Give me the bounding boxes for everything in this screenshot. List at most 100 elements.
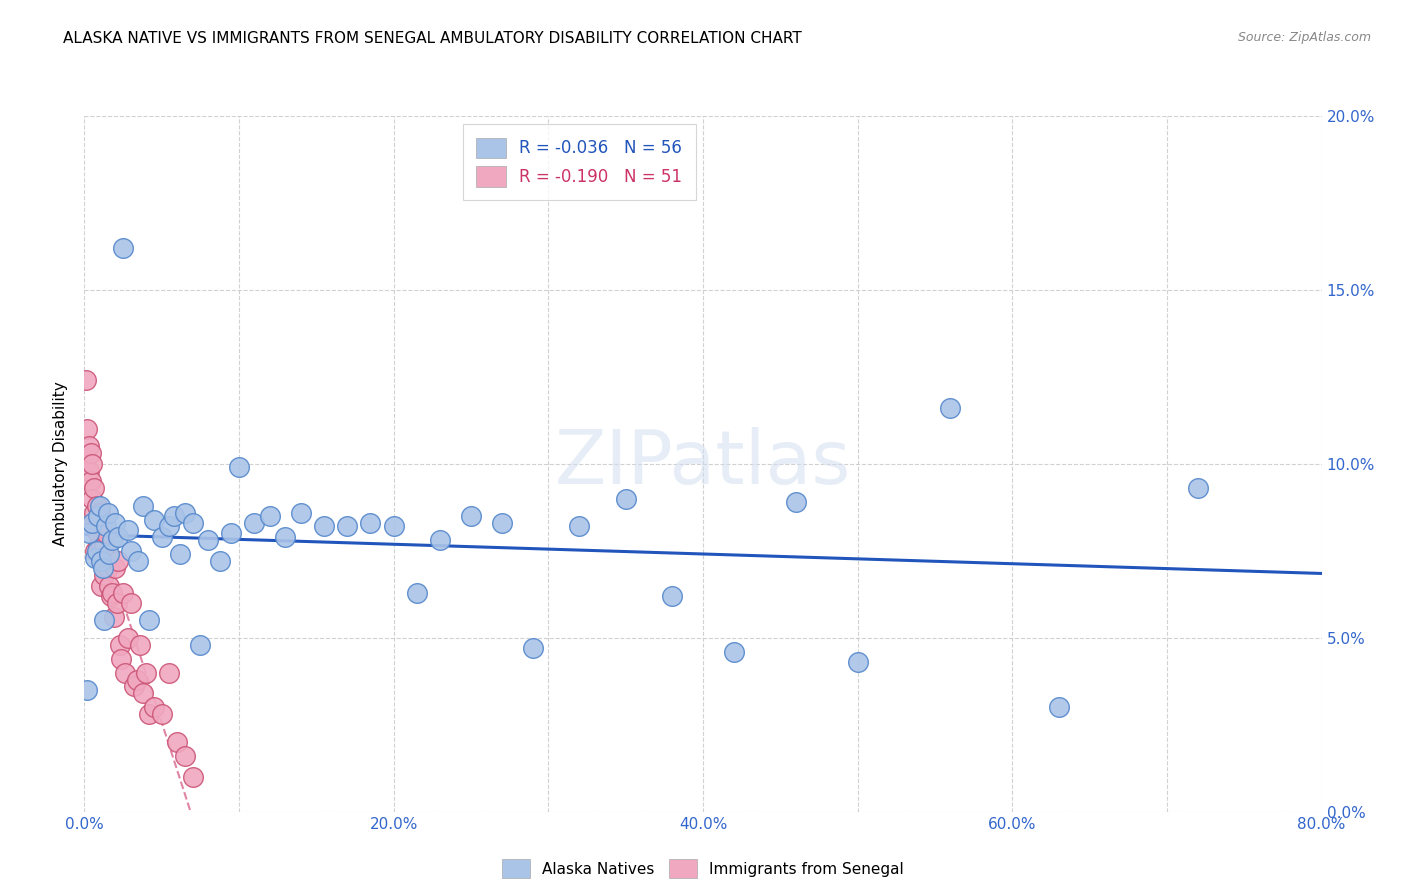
Point bbox=[614, 491, 637, 506]
Point bbox=[143, 512, 166, 526]
Point bbox=[79, 446, 101, 460]
Point bbox=[82, 516, 104, 530]
Point bbox=[150, 707, 173, 722]
Point bbox=[128, 554, 150, 568]
Point bbox=[77, 526, 100, 541]
Point bbox=[174, 749, 197, 764]
Point bbox=[84, 543, 107, 558]
Point bbox=[87, 526, 110, 541]
Text: ALASKA NATIVE VS IMMIGRANTS FROM SENEGAL AMBULATORY DISABILITY CORRELATION CHART: ALASKA NATIVE VS IMMIGRANTS FROM SENEGAL… bbox=[63, 31, 801, 46]
Point bbox=[107, 530, 129, 544]
Point bbox=[108, 638, 131, 652]
Point bbox=[197, 533, 219, 548]
Point bbox=[846, 655, 869, 669]
Point bbox=[76, 422, 98, 436]
Point bbox=[110, 651, 132, 665]
Point bbox=[101, 585, 124, 599]
Point bbox=[83, 481, 105, 495]
Point bbox=[100, 589, 122, 603]
Point bbox=[129, 638, 152, 652]
Point bbox=[150, 530, 173, 544]
Point bbox=[112, 585, 135, 599]
Text: Source: ZipAtlas.com: Source: ZipAtlas.com bbox=[1237, 31, 1371, 45]
Point bbox=[120, 543, 142, 558]
Point bbox=[181, 516, 204, 530]
Point bbox=[125, 673, 148, 687]
Point bbox=[117, 523, 139, 537]
Point bbox=[79, 474, 101, 488]
Point bbox=[274, 530, 297, 544]
Point bbox=[112, 241, 135, 255]
Point bbox=[135, 665, 157, 680]
Point bbox=[97, 561, 120, 575]
Point bbox=[143, 700, 166, 714]
Point bbox=[91, 516, 114, 530]
Point bbox=[91, 561, 114, 575]
Point bbox=[138, 614, 160, 628]
Point bbox=[93, 614, 115, 628]
Point bbox=[1187, 481, 1209, 495]
Point bbox=[87, 541, 110, 555]
Point bbox=[103, 610, 125, 624]
Point bbox=[107, 554, 129, 568]
Point bbox=[132, 499, 155, 513]
Point bbox=[221, 526, 243, 541]
Point bbox=[86, 543, 108, 558]
Point bbox=[77, 464, 100, 478]
Point bbox=[90, 554, 112, 568]
Point bbox=[166, 735, 188, 749]
Point bbox=[243, 516, 266, 530]
Point bbox=[939, 401, 962, 416]
Point bbox=[84, 516, 107, 530]
Point bbox=[83, 506, 105, 520]
Point bbox=[360, 516, 382, 530]
Point bbox=[259, 508, 281, 523]
Point bbox=[568, 519, 591, 533]
Point bbox=[82, 457, 104, 471]
Point bbox=[94, 519, 117, 533]
Point bbox=[491, 516, 513, 530]
Point bbox=[90, 541, 112, 555]
Point bbox=[122, 680, 145, 694]
Point bbox=[209, 554, 232, 568]
Point bbox=[86, 499, 108, 513]
Point bbox=[117, 631, 139, 645]
Point bbox=[105, 596, 128, 610]
Point bbox=[82, 491, 104, 506]
Point bbox=[174, 506, 197, 520]
Legend: Alaska Natives, Immigrants from Senegal: Alaska Natives, Immigrants from Senegal bbox=[496, 854, 910, 884]
Point bbox=[159, 665, 181, 680]
Point bbox=[90, 578, 112, 592]
Text: ZIPatlas: ZIPatlas bbox=[555, 427, 851, 500]
Point bbox=[163, 508, 186, 523]
Point bbox=[114, 665, 136, 680]
Point bbox=[429, 533, 451, 548]
Point bbox=[104, 561, 127, 575]
Point bbox=[382, 519, 405, 533]
Point bbox=[785, 495, 807, 509]
Point bbox=[86, 519, 108, 533]
Point bbox=[89, 547, 111, 561]
Y-axis label: Ambulatory Disability: Ambulatory Disability bbox=[53, 382, 69, 546]
Point bbox=[98, 547, 121, 561]
Point bbox=[104, 516, 127, 530]
Point bbox=[181, 770, 204, 784]
Point bbox=[93, 568, 115, 582]
Point bbox=[120, 596, 142, 610]
Point bbox=[93, 541, 115, 555]
Point bbox=[91, 554, 114, 568]
Point bbox=[89, 506, 111, 520]
Point bbox=[77, 440, 100, 454]
Point bbox=[406, 585, 429, 599]
Point bbox=[290, 506, 312, 520]
Point bbox=[101, 533, 124, 548]
Point bbox=[188, 638, 212, 652]
Point bbox=[314, 519, 336, 533]
Point bbox=[661, 589, 683, 603]
Point bbox=[169, 547, 191, 561]
Point bbox=[460, 508, 482, 523]
Point bbox=[97, 506, 120, 520]
Point bbox=[75, 373, 97, 387]
Point bbox=[1047, 700, 1070, 714]
Point bbox=[98, 578, 121, 592]
